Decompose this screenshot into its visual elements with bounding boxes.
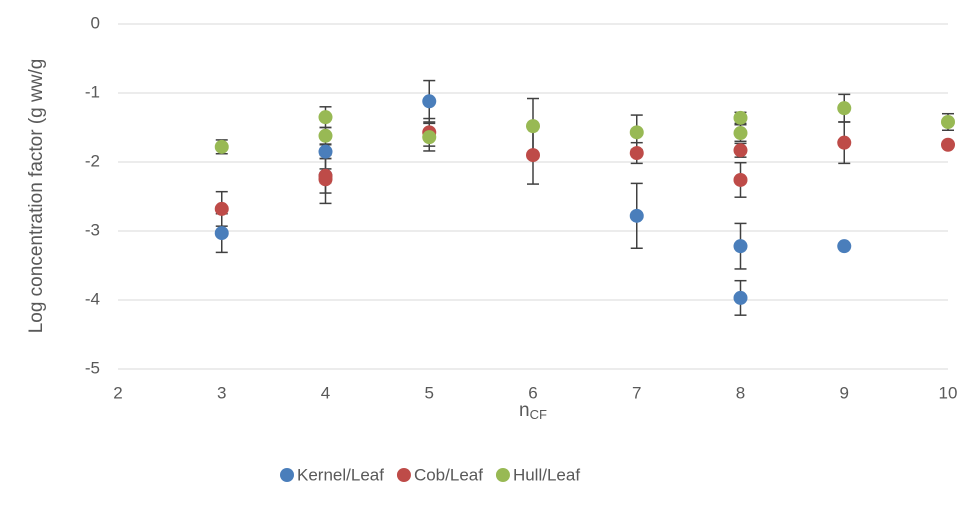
point	[733, 110, 748, 125]
point	[733, 126, 748, 141]
x-axis-label: nCF	[519, 400, 547, 422]
point	[733, 143, 748, 158]
y-tick-label: -3	[85, 220, 100, 239]
point	[941, 114, 955, 129]
point	[733, 172, 748, 187]
legend-marker	[396, 468, 411, 482]
point	[214, 226, 229, 241]
point	[422, 94, 437, 109]
point	[422, 130, 437, 145]
x-tick-label: 6	[528, 383, 537, 402]
point	[526, 148, 540, 163]
y-tick-label: 0	[91, 13, 100, 32]
point	[526, 119, 540, 134]
x-tick-label: 2	[113, 383, 122, 402]
point	[629, 125, 644, 140]
x-label-main: n	[519, 400, 530, 421]
point	[837, 239, 852, 254]
y-tick-label: -5	[85, 358, 100, 377]
point	[318, 144, 333, 159]
x-tick-label: 10	[939, 383, 958, 402]
point	[214, 139, 229, 154]
point	[837, 135, 852, 150]
y-tick-label: -2	[85, 151, 100, 170]
point	[214, 201, 229, 216]
x-tick-label: 8	[736, 383, 745, 402]
point	[318, 128, 333, 143]
legend-marker	[280, 468, 294, 482]
point	[629, 208, 644, 223]
legend-marker	[495, 468, 510, 482]
legend-label: Kernel/Leaf	[297, 465, 384, 484]
point	[733, 239, 748, 254]
point	[837, 101, 852, 116]
point	[629, 146, 644, 161]
point	[318, 168, 333, 183]
point	[318, 110, 333, 125]
x-tick-label: 9	[840, 383, 849, 402]
x-tick-label: 5	[425, 383, 434, 402]
x-tick-label: 7	[632, 383, 641, 402]
x-tick-label: 4	[321, 383, 330, 402]
y-tick-label: -4	[85, 289, 100, 308]
legend-label: Cob/Leaf	[414, 465, 483, 484]
point	[941, 137, 955, 152]
point	[733, 290, 748, 305]
x-tick-label: 3	[217, 383, 226, 402]
x-label-sub: CF	[530, 407, 547, 422]
y-tick-label: -1	[85, 82, 100, 101]
legend-label: Hull/Leaf	[513, 465, 580, 484]
y-axis-label: Log concentration factor (g ww/g	[26, 59, 47, 334]
